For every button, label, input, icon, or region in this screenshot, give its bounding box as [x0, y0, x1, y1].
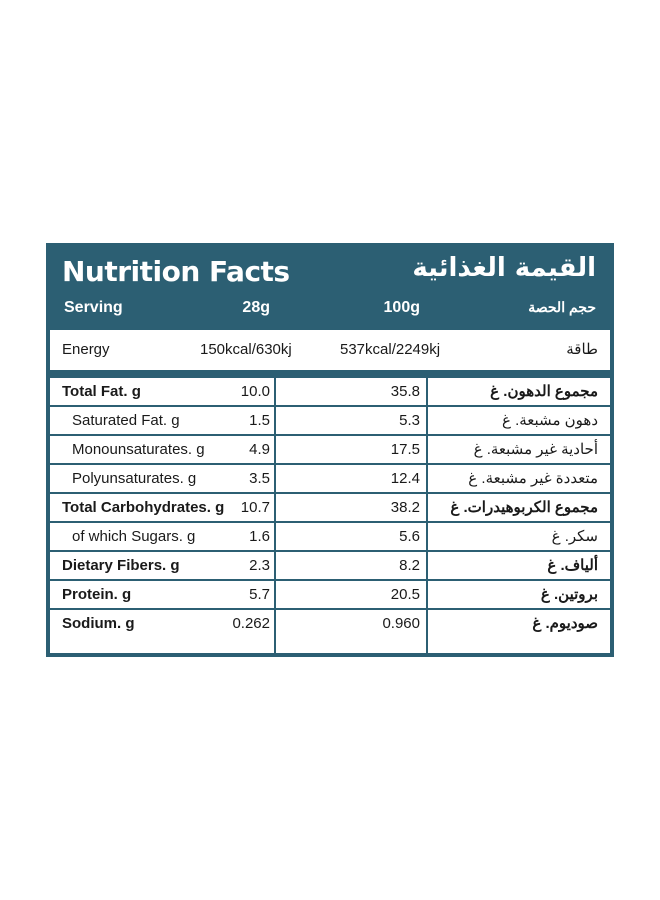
value-28g: 4.9	[249, 441, 270, 458]
value-100g: 20.5	[390, 586, 420, 603]
nutrient-name: of which Sugars. g	[72, 528, 196, 545]
nutrient-name: Dietary Fibers. g	[62, 557, 180, 574]
nutrient-name: Polyunsaturates. g	[72, 470, 197, 487]
value-28g: 1.5	[249, 412, 270, 429]
value-28g: 3.5	[249, 470, 270, 487]
title-arabic: القيمة الغذائية	[412, 253, 596, 283]
energy-row: Energy 150kcal/630kj 537kcal/2249kj طاقة	[50, 330, 610, 370]
value-100g: 38.2	[390, 499, 420, 516]
nutrient-name-arabic: بروتين. غ	[540, 586, 598, 603]
column-divider	[274, 378, 276, 653]
value-100g: 17.5	[390, 441, 420, 458]
nutrition-facts-panel: Nutrition Facts القيمة الغذائية Serving …	[46, 243, 614, 657]
nutrient-name: Protein. g	[62, 586, 132, 603]
serving-28g-header: 28g	[242, 299, 270, 316]
nutrient-name: Saturated Fat. g	[72, 412, 180, 429]
serving-100g-header: 100g	[383, 299, 420, 316]
serving-label-arabic: حجم الحصة	[528, 299, 596, 315]
value-28g: 10.0	[240, 383, 270, 400]
table-row: of which Sugars. g 1.6 5.6 سكر. غ	[50, 523, 610, 552]
nutrient-name-arabic: دهون مشبعة. غ	[501, 412, 598, 429]
nutrient-name: Total Fat. g	[62, 383, 141, 400]
value-28g: 5.7	[249, 586, 270, 603]
table-row: Monounsaturates. g 4.9 17.5 أحادية غير م…	[50, 436, 610, 465]
value-100g: 5.3	[399, 412, 420, 429]
value-28g: 2.3	[249, 557, 270, 574]
column-divider	[426, 378, 428, 653]
nutrient-name-arabic: أحادية غير مشبعة. غ	[473, 441, 598, 458]
energy-name-arabic: طاقة	[566, 341, 598, 358]
nutrient-name-arabic: ألياف. غ	[547, 557, 598, 574]
nutrient-name: Monounsaturates. g	[72, 441, 205, 458]
nutrient-name-arabic: صوديوم. غ	[532, 615, 598, 632]
nutrient-name: Total Carbohydrates. g	[62, 499, 225, 516]
energy-value-100g: 537kcal/2249kj	[340, 341, 441, 358]
nutrient-name-arabic: مجموع الكربوهيدرات. غ	[450, 499, 598, 516]
table-row: Polyunsaturates. g 3.5 12.4 متعددة غير م…	[50, 465, 610, 494]
nutrient-table: Total Fat. g 10.0 35.8 مجموع الدهون. غ S…	[50, 378, 610, 653]
table-row: Saturated Fat. g 1.5 5.3 دهون مشبعة. غ	[50, 407, 610, 436]
value-100g: 35.8	[390, 383, 420, 400]
table-row: Dietary Fibers. g 2.3 8.2 ألياف. غ	[50, 552, 610, 581]
energy-name: Energy	[62, 341, 110, 358]
table-row: Protein. g 5.7 20.5 بروتين. غ	[50, 581, 610, 610]
value-100g: 8.2	[399, 557, 420, 574]
serving-label: Serving	[64, 299, 123, 316]
title-english: Nutrition Facts	[62, 255, 290, 288]
value-100g: 5.6	[399, 528, 420, 545]
nutrient-name-arabic: متعددة غير مشبعة. غ	[468, 470, 598, 487]
table-row: Total Carbohydrates. g 10.7 38.2 مجموع ا…	[50, 494, 610, 523]
nutrient-name: Sodium. g	[62, 615, 135, 632]
value-100g: 0.960	[382, 615, 420, 632]
energy-value-28g: 150kcal/630kj	[200, 341, 292, 358]
nutrient-name-arabic: سكر. غ	[551, 528, 598, 545]
value-28g: 1.6	[249, 528, 270, 545]
table-row: Total Fat. g 10.0 35.8 مجموع الدهون. غ	[50, 378, 610, 407]
table-row: Sodium. g 0.262 0.960 صوديوم. غ	[50, 610, 610, 639]
value-28g: 10.7	[240, 499, 270, 516]
nutrient-name-arabic: مجموع الدهون. غ	[490, 383, 598, 400]
value-28g: 0.262	[232, 615, 270, 632]
value-100g: 12.4	[390, 470, 420, 487]
